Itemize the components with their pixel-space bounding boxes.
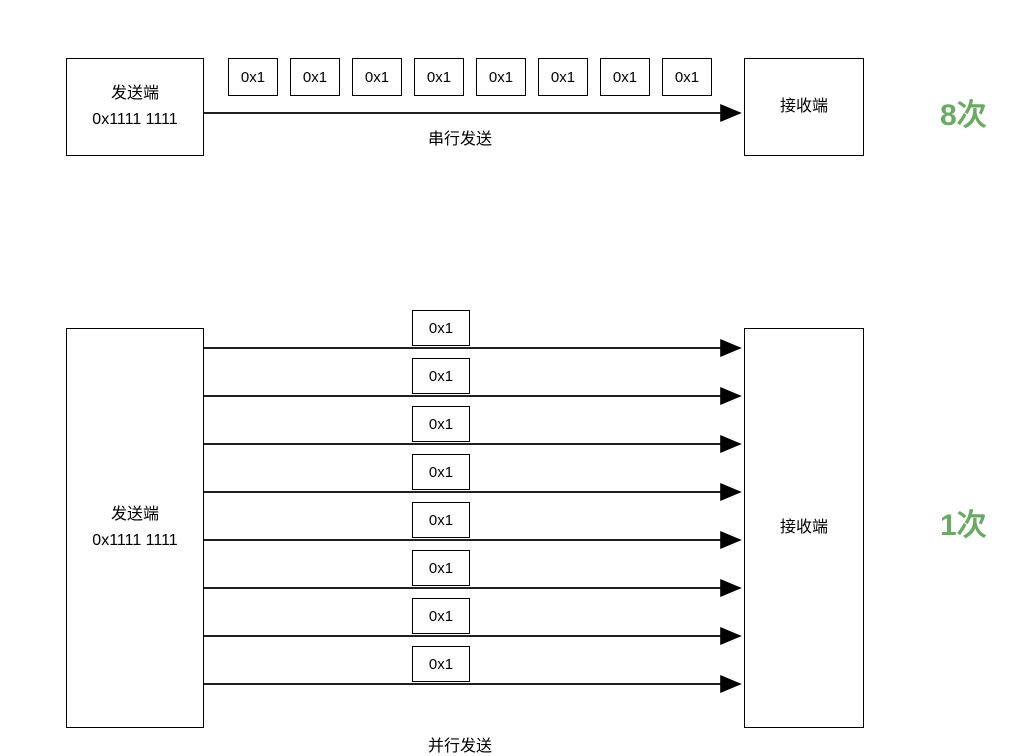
serial-packet: 0x1: [352, 58, 402, 96]
serial-packet: 0x1: [476, 58, 526, 96]
serial-sender-value: 0x1111 1111: [92, 107, 177, 133]
serial-sender-box: 发送端 0x1111 1111: [66, 58, 204, 156]
serial-receiver-title: 接收端: [780, 94, 828, 120]
serial-packet: 0x1: [290, 58, 340, 96]
serial-count-label: 8次: [940, 90, 987, 134]
parallel-sender-title: 发送端: [111, 502, 159, 528]
serial-packet: 0x1: [414, 58, 464, 96]
parallel-receiver-title: 接收端: [780, 515, 828, 541]
serial-mode-label: 串行发送: [400, 125, 520, 149]
serial-packet: 0x1: [538, 58, 588, 96]
serial-receiver-box: 接收端: [744, 58, 864, 156]
parallel-packet: 0x1: [412, 406, 470, 442]
parallel-packet: 0x1: [412, 550, 470, 586]
serial-packet: 0x1: [228, 58, 278, 96]
parallel-packet: 0x1: [412, 646, 470, 682]
parallel-packet: 0x1: [412, 310, 470, 346]
serial-sender-title: 发送端: [111, 81, 159, 107]
parallel-sender-value: 0x1111 1111: [92, 528, 177, 554]
parallel-packet: 0x1: [412, 598, 470, 634]
parallel-mode-label: 并行发送: [400, 732, 520, 756]
parallel-packet: 0x1: [412, 358, 470, 394]
parallel-packet: 0x1: [412, 454, 470, 490]
parallel-receiver-box: 接收端: [744, 328, 864, 728]
serial-packet: 0x1: [600, 58, 650, 96]
serial-packet: 0x1: [662, 58, 712, 96]
parallel-count-label: 1次: [940, 500, 987, 544]
parallel-sender-box: 发送端 0x1111 1111: [66, 328, 204, 728]
parallel-packet: 0x1: [412, 502, 470, 538]
